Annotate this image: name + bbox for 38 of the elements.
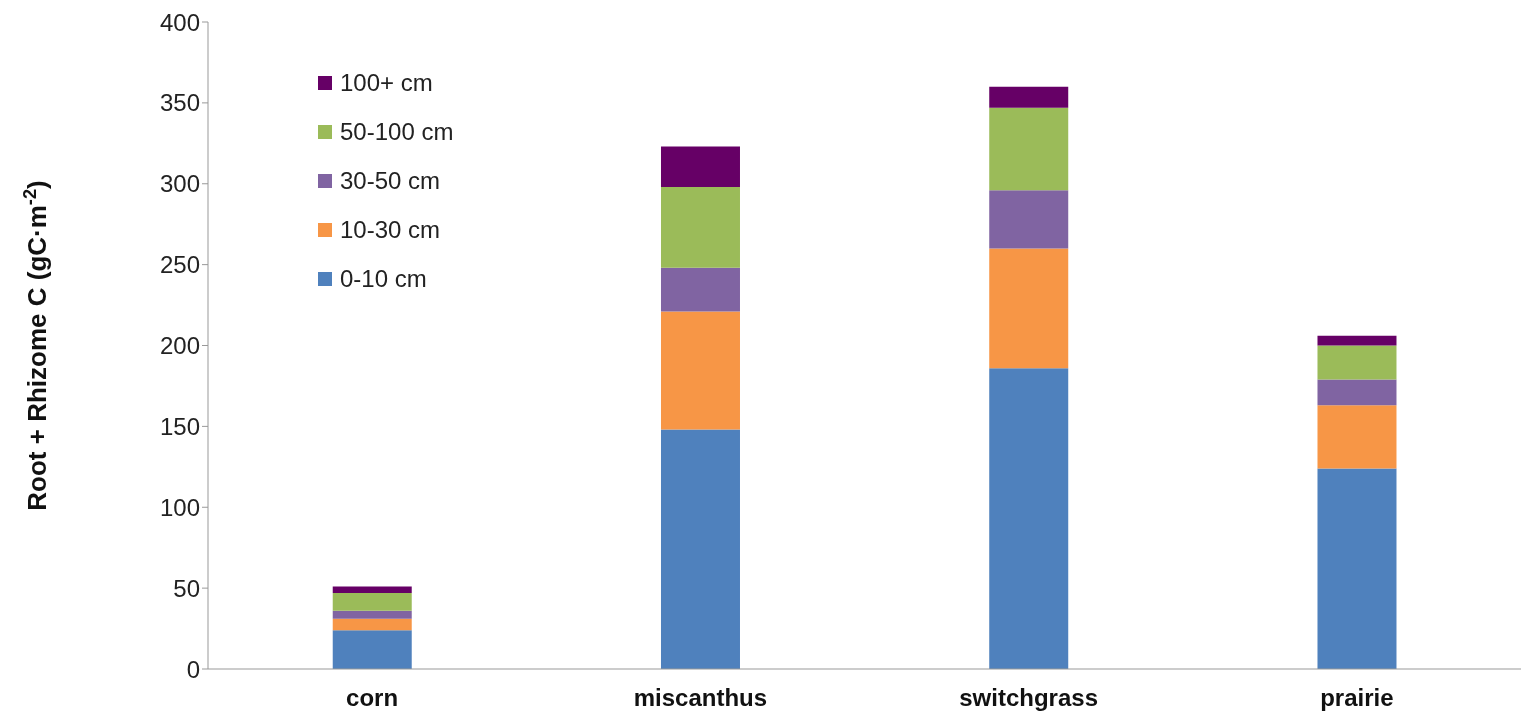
y-tick-label: 250 — [159, 251, 200, 279]
bar — [989, 190, 1069, 249]
legend-label: 30-50 cm — [340, 166, 441, 195]
bar — [660, 311, 740, 430]
y-tick-label: 300 — [159, 170, 200, 198]
bar — [660, 146, 740, 187]
x-tick-label: switchgrass — [959, 684, 1098, 712]
bar — [660, 429, 740, 669]
y-tick-label: 50 — [173, 574, 200, 602]
bar — [660, 267, 740, 312]
bar — [989, 86, 1069, 108]
x-tick-label: prairie — [1320, 684, 1394, 712]
bar — [332, 618, 412, 631]
bar — [660, 186, 740, 268]
bar — [332, 630, 412, 669]
bar — [989, 368, 1069, 669]
bar — [1317, 335, 1397, 346]
bar — [332, 586, 412, 593]
bar — [1317, 405, 1397, 469]
bar — [1317, 468, 1397, 669]
y-tick-label: 400 — [159, 8, 200, 36]
legend-label: 0-10 cm — [340, 264, 427, 293]
bar — [332, 610, 412, 619]
x-tick-label: miscanthus — [633, 684, 768, 712]
bar — [1317, 379, 1397, 406]
bar — [989, 107, 1069, 191]
y-tick-label: 100 — [159, 493, 200, 521]
y-tick-label: 200 — [159, 332, 200, 360]
x-tick-label: corn — [346, 684, 399, 712]
legend-label: 50-100 cm — [340, 117, 454, 146]
bar — [1317, 345, 1397, 380]
legend-label: 100+ cm — [340, 68, 433, 97]
y-tick-label: 350 — [159, 89, 200, 117]
y-tick-label: 0 — [186, 655, 200, 683]
y-tick-label: 150 — [159, 412, 200, 440]
bar — [989, 248, 1069, 369]
bar — [332, 592, 412, 611]
legend-label: 10-30 cm — [340, 215, 441, 244]
